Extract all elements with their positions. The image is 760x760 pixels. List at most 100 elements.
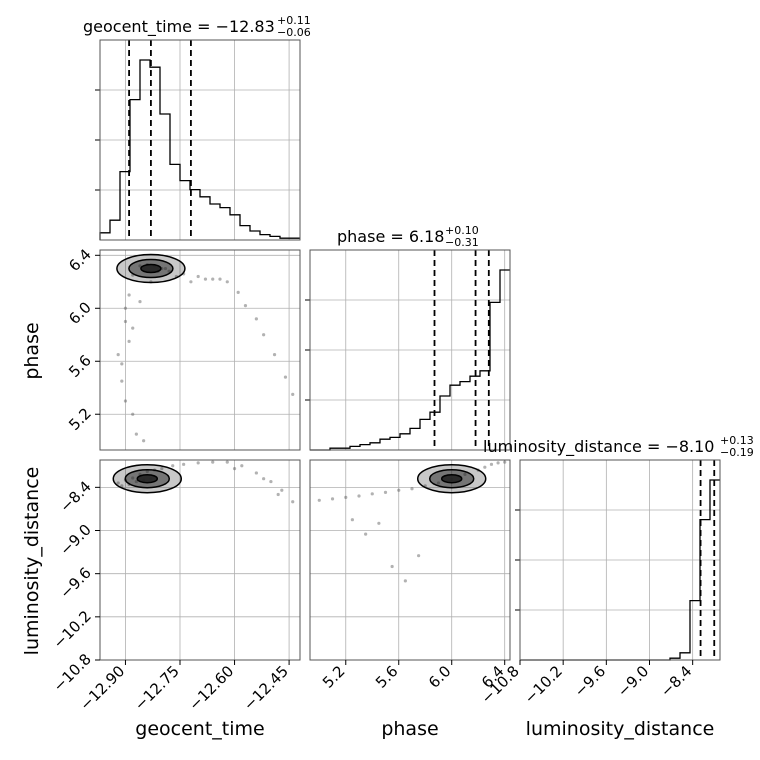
title-geocent-time-text: geocent_time = −12.83 [83, 17, 275, 37]
xtick-label: −9.0 [614, 662, 652, 700]
panel-luminosity-distance-vs-phase [309, 459, 511, 661]
hist-luminosity-distance-frame [519, 459, 721, 661]
scatter-point [189, 280, 193, 284]
xlabel-luminosity-distance: luminosity_distance [526, 718, 715, 740]
panel-luminosity-distance-vs-geocent-time-frame [99, 459, 301, 661]
scatter-point [276, 492, 280, 497]
hist-geocent-time [95, 39, 301, 241]
ytick-label: −9.0 [56, 521, 94, 559]
xtick-label: −12.45 [240, 662, 292, 714]
scatter-point [123, 399, 128, 403]
scatter-point [503, 460, 507, 464]
scatter-point [131, 412, 135, 416]
scatter-point [262, 477, 266, 481]
title-luminosity-distance-upper: +0.13 [720, 434, 754, 447]
scatter-point [123, 306, 128, 310]
contour-level [440, 473, 463, 484]
scatter-point [370, 492, 374, 496]
scatter-point [291, 500, 295, 504]
title-luminosity-distance-lower: −0.19 [720, 446, 754, 459]
xlabel-geocent-time: geocent_time [135, 718, 264, 740]
scatter-point [131, 326, 135, 330]
panel-phase-vs-geocent-time-content [116, 253, 295, 443]
panels-layer: 5.25.66.06.4−10.8−10.2−9.6−9.0−8.4−12.90… [50, 39, 721, 714]
panel-luminosity-distance-vs-geocent-time [99, 459, 301, 661]
scatter-point [397, 488, 401, 492]
ytick-label: 5.6 [65, 351, 95, 381]
scatter-point [383, 490, 388, 494]
title-luminosity-distance: luminosity_distance = −8.10 +0.13 −0.19 [483, 434, 754, 459]
scatter-point [182, 462, 186, 466]
scatter-point [236, 290, 240, 294]
title-geocent-time: geocent_time = −12.83 +0.11 −0.06 [83, 14, 311, 39]
xtick-label: −12.60 [185, 662, 237, 714]
hist-phase [305, 249, 511, 451]
scatter-point [196, 274, 200, 279]
hist-steps [310, 269, 510, 451]
ytick-label: −9.6 [56, 564, 94, 602]
scatter-point [211, 460, 215, 464]
title-geocent-time-upper: +0.11 [277, 14, 311, 27]
scatter-point [417, 554, 421, 558]
scatter-point [243, 304, 248, 308]
ytick-label: 6.0 [65, 298, 95, 328]
scatter-point [364, 532, 368, 536]
xtick-label: −9.6 [571, 662, 609, 700]
scatter-point [127, 293, 131, 297]
scatter-point [283, 375, 288, 379]
ylabel-phase: phase [21, 322, 43, 379]
xtick-label: 6.0 [425, 662, 455, 692]
contour-level [136, 473, 159, 484]
scatter-point [489, 462, 494, 466]
scatter-point [123, 319, 128, 324]
scatter-point [160, 467, 164, 471]
ytick-label: 6.4 [65, 245, 95, 275]
title-phase: phase = 6.18 +0.10 −0.31 [337, 224, 479, 249]
scatter-point [232, 467, 237, 471]
panel-luminosity-distance-vs-phase-bg [310, 460, 510, 660]
panel-luminosity-distance-vs-geocent-time-bg [100, 460, 300, 660]
scatter-point [196, 461, 200, 465]
scatter-point [280, 488, 284, 492]
title-phase-text: phase = 6.18 [337, 227, 444, 246]
scatter-point [211, 277, 215, 281]
scatter-point [483, 465, 487, 469]
scatter-point [330, 497, 335, 501]
scatter-point [218, 277, 222, 281]
ytick-label: 5.2 [65, 404, 95, 434]
scatter-point [116, 353, 120, 357]
scatter-point [116, 481, 120, 485]
xtick-label: −10.2 [521, 662, 566, 707]
title-phase-upper: +0.10 [445, 224, 479, 237]
panel-phase-vs-geocent-time [99, 249, 301, 451]
scatter-point [317, 498, 321, 502]
scatter-point [142, 439, 146, 443]
scatter-point [225, 280, 229, 284]
scatter-point [269, 479, 273, 484]
scatter-point [357, 494, 361, 498]
xtick-label: 5.2 [319, 662, 349, 692]
title-luminosity-distance-text: luminosity_distance = −8.10 [483, 437, 714, 457]
scatter-point [403, 579, 407, 583]
scatter-point [203, 277, 208, 281]
scatter-point [410, 487, 414, 491]
scatter-point [344, 495, 348, 500]
scatter-point [240, 464, 244, 468]
panel-luminosity-distance-vs-geocent-time-content [112, 460, 295, 504]
scatter-point [350, 518, 354, 522]
panel-phase-vs-geocent-time-bg [100, 250, 300, 450]
panel-phase-vs-geocent-time-frame [99, 249, 301, 451]
scatter-point [272, 353, 277, 357]
ylabel-luminosity-distance: luminosity_distance [21, 467, 43, 656]
title-phase-lower: −0.31 [445, 236, 479, 249]
xtick-label: −12.75 [131, 662, 183, 714]
scatter-point [127, 339, 131, 343]
ytick-label: −8.4 [56, 477, 94, 515]
scatter-point [390, 564, 394, 569]
hist-steps [99, 59, 300, 240]
panel-luminosity-distance-vs-phase-frame [309, 459, 511, 661]
xtick-label: −8.4 [657, 662, 695, 700]
scatter-point [254, 317, 258, 321]
hist-luminosity-distance [515, 459, 721, 661]
